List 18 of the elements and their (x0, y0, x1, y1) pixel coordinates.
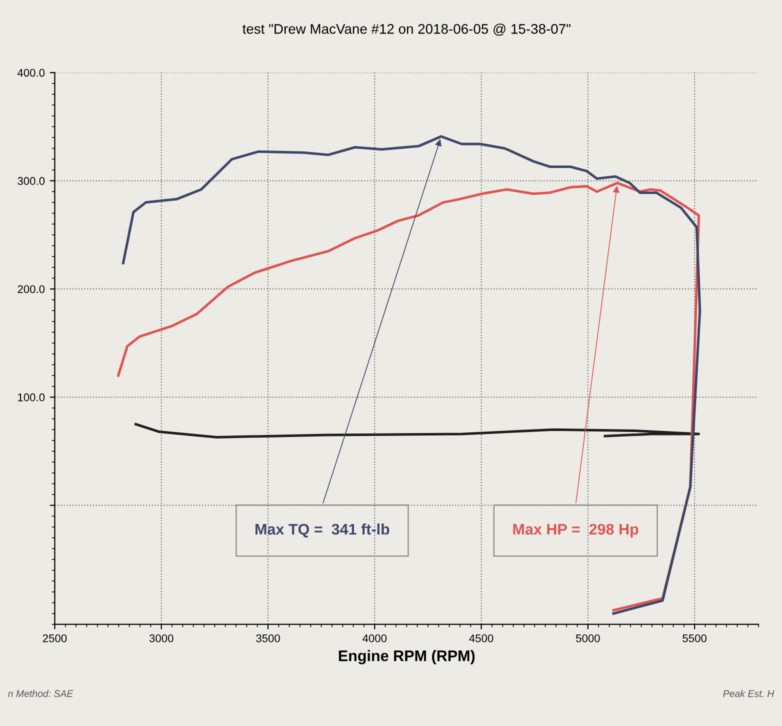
x-tick-label: 5000 (576, 634, 600, 642)
y-tick-label: 400.0 (17, 68, 45, 77)
x-tick-label: 3500 (256, 634, 280, 642)
x-tick-label: 3000 (149, 634, 174, 642)
chart-title: test "Drew MacVane #12 on 2018-06-05 @ 15-38-07" (242, 24, 570, 36)
line-series (134, 422, 700, 438)
y-tick-label: 100.0 (18, 393, 45, 402)
annotation: Max HP = 298 Hp (513, 524, 638, 538)
y-tick-label: 200.0 (18, 285, 45, 294)
text: Peak Est. H (723, 690, 774, 698)
x-tick-label: 2500 (42, 634, 67, 642)
y-tick-label: 300.0 (18, 177, 45, 185)
text: n Method: SAE (8, 690, 74, 698)
x-tick-label: 4500 (469, 634, 494, 642)
x-tick-label: 4000 (362, 634, 387, 642)
annotation: Max TQ = 341 ft-lb (256, 523, 390, 538)
x-tick-label: 5500 (682, 634, 706, 642)
x-axis-title: Engine RPM (RPM) (338, 650, 475, 664)
